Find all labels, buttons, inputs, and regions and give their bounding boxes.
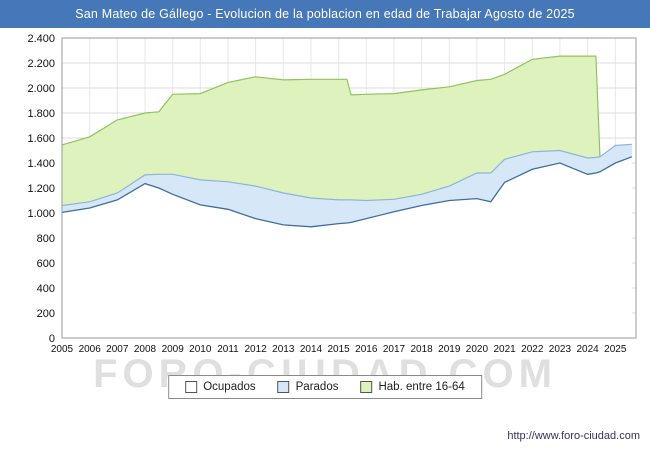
page-title: San Mateo de Gállego - Evolucion de la p… bbox=[75, 7, 575, 21]
svg-text:2.000: 2.000 bbox=[27, 83, 55, 95]
svg-text:1.600: 1.600 bbox=[27, 133, 55, 145]
svg-text:2014: 2014 bbox=[300, 344, 323, 355]
svg-text:2013: 2013 bbox=[272, 344, 295, 355]
title-bar: San Mateo de Gállego - Evolucion de la p… bbox=[0, 0, 650, 28]
parados-swatch bbox=[277, 381, 290, 393]
population-area-chart: 0 200 400 600 800 1.000 1.200 1.400 1.600 1.800 2.… bbox=[27, 33, 637, 355]
footer-url-link[interactable]: http://www.foro-ciudad.com bbox=[507, 430, 640, 442]
svg-text:400: 400 bbox=[37, 283, 55, 295]
ocupados-swatch bbox=[185, 381, 198, 393]
svg-text:2006: 2006 bbox=[79, 344, 102, 355]
svg-text:2012: 2012 bbox=[244, 344, 267, 355]
svg-text:2015: 2015 bbox=[327, 344, 350, 355]
svg-text:2016: 2016 bbox=[355, 344, 378, 355]
svg-text:2007: 2007 bbox=[106, 344, 129, 355]
svg-text:600: 600 bbox=[37, 258, 55, 270]
svg-text:2.400: 2.400 bbox=[27, 33, 55, 45]
svg-text:2024: 2024 bbox=[576, 344, 599, 355]
svg-text:2020: 2020 bbox=[466, 344, 489, 355]
svg-text:1.400: 1.400 bbox=[27, 158, 55, 170]
svg-text:200: 200 bbox=[37, 308, 55, 320]
svg-text:1.800: 1.800 bbox=[27, 108, 55, 120]
svg-text:2025: 2025 bbox=[604, 344, 627, 355]
svg-text:2010: 2010 bbox=[189, 344, 212, 355]
svg-text:0: 0 bbox=[49, 333, 55, 345]
legend: Ocupados Parados Hab. entre 16-64 bbox=[168, 375, 482, 399]
svg-text:2022: 2022 bbox=[521, 344, 544, 355]
svg-text:2.200: 2.200 bbox=[27, 58, 55, 70]
svg-text:800: 800 bbox=[37, 233, 55, 245]
svg-text:2018: 2018 bbox=[410, 344, 433, 355]
svg-text:2005: 2005 bbox=[51, 344, 74, 355]
svg-text:2023: 2023 bbox=[549, 344, 572, 355]
legend-item-parados: Parados bbox=[277, 381, 339, 393]
svg-text:2017: 2017 bbox=[383, 344, 406, 355]
svg-text:2021: 2021 bbox=[493, 344, 516, 355]
svg-text:2019: 2019 bbox=[438, 344, 461, 355]
legend-item-ocupados: Ocupados bbox=[185, 381, 256, 393]
svg-text:1.200: 1.200 bbox=[27, 183, 55, 195]
legend-label-ocupados: Ocupados bbox=[203, 381, 256, 393]
svg-text:2009: 2009 bbox=[162, 344, 185, 355]
svg-text:2011: 2011 bbox=[217, 344, 239, 355]
legend-label-parados: Parados bbox=[295, 381, 339, 393]
hab-16-64-swatch bbox=[360, 381, 373, 393]
legend-item-hab-16-64: Hab. entre 16-64 bbox=[360, 381, 465, 393]
svg-text:2008: 2008 bbox=[134, 344, 157, 355]
legend-label-hab-16-64: Hab. entre 16-64 bbox=[378, 381, 465, 393]
svg-text:1.000: 1.000 bbox=[27, 208, 55, 220]
